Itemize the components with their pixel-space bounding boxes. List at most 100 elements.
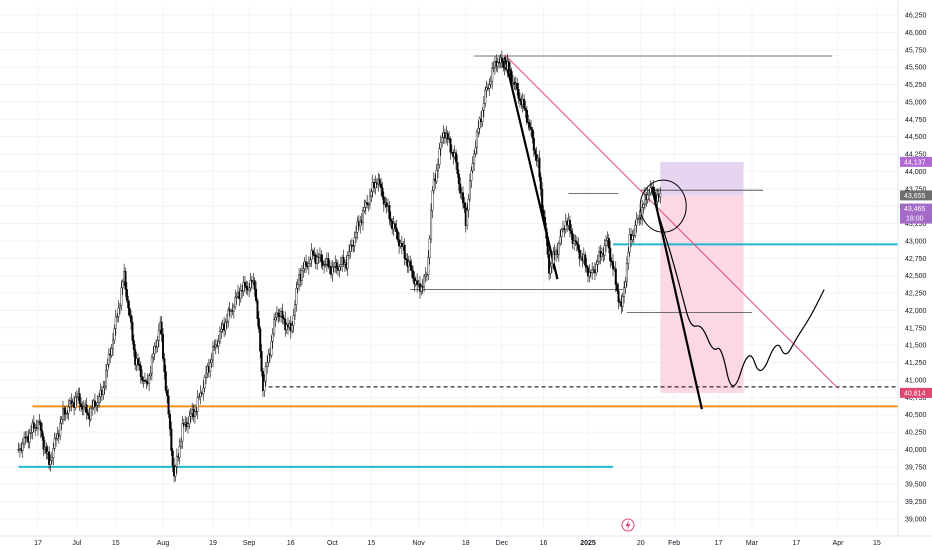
tradingview-logo[interactable] xyxy=(621,518,635,532)
candle-body xyxy=(50,457,53,461)
candle-body xyxy=(160,321,163,335)
candle-body xyxy=(256,300,259,319)
x-tick-label: 17 xyxy=(34,540,42,547)
candle-body xyxy=(131,322,134,341)
candle-body xyxy=(96,402,99,406)
candle-body xyxy=(628,234,631,253)
candle-body xyxy=(482,103,485,111)
candle-body xyxy=(570,230,573,234)
candle-body xyxy=(534,150,537,155)
candle-body xyxy=(281,310,284,319)
candle-body xyxy=(588,272,591,277)
candle-body xyxy=(324,263,327,266)
candle-body xyxy=(253,280,256,290)
candle-body xyxy=(491,67,494,82)
candle-body xyxy=(468,180,471,200)
candle-body xyxy=(127,299,130,309)
candle-body xyxy=(174,466,177,477)
candle-body xyxy=(648,192,651,196)
candle-body xyxy=(516,83,519,90)
y-tick-label: 41,000 xyxy=(905,377,927,384)
candle-body xyxy=(89,407,92,420)
y-tick-label: 43,000 xyxy=(905,238,927,245)
candle-body xyxy=(389,218,392,222)
candle-body xyxy=(338,266,341,271)
y-tick-label: 43,250 xyxy=(905,221,927,228)
y-tick-label: 39,750 xyxy=(905,464,927,471)
candle-body xyxy=(395,227,398,232)
time-axis[interactable]: 17 Jul 15 Aug 19 Sep 16 Oct 15 Nov 18 Dec 16 2025 20 Fe… xyxy=(34,540,881,547)
candle-body xyxy=(312,250,315,256)
candle-body xyxy=(224,322,227,331)
candle-body xyxy=(37,421,40,429)
candle-body xyxy=(557,243,560,255)
candle-body xyxy=(584,254,587,266)
y-tick-label: 41,250 xyxy=(905,360,927,367)
candle-body xyxy=(603,245,606,256)
candle-body xyxy=(446,133,449,139)
candle-body xyxy=(171,450,174,466)
candle-body xyxy=(178,446,181,458)
forecast-path xyxy=(654,202,825,387)
candle-body xyxy=(502,60,505,68)
candle-body xyxy=(355,232,358,238)
candle-body xyxy=(410,265,413,271)
y-tick-label: 46,000 xyxy=(905,30,927,37)
candle-body xyxy=(284,318,287,331)
candle-body xyxy=(548,253,551,274)
candle-body xyxy=(393,223,396,228)
candle-body xyxy=(249,279,252,289)
candle-body xyxy=(248,287,251,291)
candle-body xyxy=(295,288,298,305)
candle-body xyxy=(203,377,206,389)
candle-body xyxy=(624,281,627,288)
candle-body xyxy=(136,358,139,365)
candle-body xyxy=(93,400,96,408)
candle-body xyxy=(459,183,462,194)
candle-body xyxy=(166,390,169,397)
candle-body xyxy=(543,216,546,229)
candle-body xyxy=(327,258,330,267)
candle-body xyxy=(607,238,610,249)
candle-body xyxy=(532,138,535,151)
grid-layer xyxy=(0,5,898,528)
x-tick-label: Jul xyxy=(72,540,81,547)
candle-body xyxy=(225,320,228,323)
candle-body xyxy=(368,195,371,205)
y-tick-label: 45,750 xyxy=(905,47,927,54)
candle-body xyxy=(193,411,196,417)
candle-body xyxy=(116,316,119,318)
candle-body xyxy=(59,422,62,437)
candle-body xyxy=(385,202,388,207)
candle-body xyxy=(420,286,423,292)
y-tick-label: 41,500 xyxy=(905,343,927,350)
candle-body xyxy=(277,312,280,317)
projection-risk-zone xyxy=(660,195,744,393)
candle-body xyxy=(530,127,533,130)
x-tick-label: Nov xyxy=(412,540,425,547)
candle-body xyxy=(478,118,481,129)
candle-body xyxy=(549,266,552,274)
candle-body xyxy=(339,264,342,267)
candle-body xyxy=(302,268,305,272)
candle-body xyxy=(181,423,184,442)
candle-body xyxy=(186,423,189,427)
candle-body xyxy=(128,307,131,316)
candle-body xyxy=(49,460,52,465)
candle-body xyxy=(456,162,459,175)
candle-body xyxy=(353,237,356,246)
candle-body xyxy=(477,128,480,133)
candle-body xyxy=(403,245,406,259)
candle-body xyxy=(370,191,373,197)
candle-body xyxy=(634,224,637,236)
candle-body xyxy=(435,170,438,182)
candle-body xyxy=(163,358,166,372)
candle-body xyxy=(66,412,69,415)
candle-body xyxy=(489,81,492,85)
candle-body xyxy=(86,412,89,416)
y-tick-label: 43,750 xyxy=(905,186,927,193)
candle-body xyxy=(121,281,124,289)
candle-body xyxy=(118,305,121,309)
candle-body xyxy=(481,110,484,122)
